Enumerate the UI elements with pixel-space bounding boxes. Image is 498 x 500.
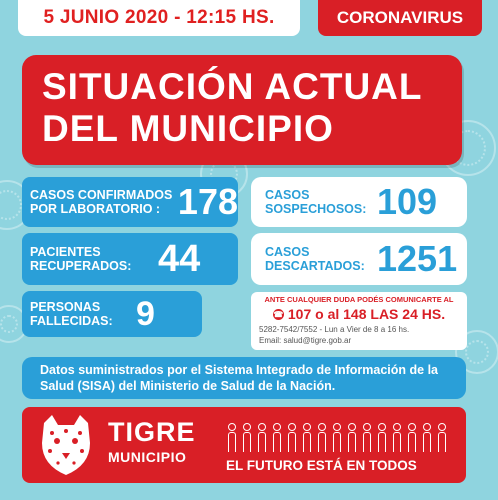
person-icon	[435, 423, 447, 453]
stat-descartados-label: CASOS DESCARTADOS:	[265, 245, 377, 274]
topic-text: CORONAVIRUS	[336, 8, 464, 27]
title-line-2: DEL MUNICIPIO	[42, 108, 334, 149]
contact-email: Email: salud@tigre.gob.ar	[259, 336, 352, 345]
person-icon	[225, 423, 237, 453]
tiger-logo-icon	[36, 413, 96, 477]
stat-sospechosos-label-text: CASOS SOSPECHOSOS:	[265, 187, 367, 216]
stat-fallecidas: PERSONAS FALLECIDAS: 9	[22, 291, 202, 337]
person-icon	[240, 423, 252, 453]
phone-icon: ☎	[272, 308, 284, 320]
person-icon	[360, 423, 372, 453]
stat-sospechosos-label: CASOS SOSPECHOSOS:	[265, 188, 377, 217]
people-icons	[225, 417, 455, 453]
stat-recuperados-label: PACIENTES RECUPERADOS:	[30, 245, 158, 274]
person-icon	[390, 423, 402, 453]
person-icon	[285, 423, 297, 453]
stat-fallecidas-label: PERSONAS FALLECIDAS:	[30, 300, 136, 329]
person-icon	[270, 423, 282, 453]
stat-recuperados: PACIENTES RECUPERADOS: 44	[22, 233, 238, 285]
person-icon	[375, 423, 387, 453]
tagline-emphasis: TODOS	[369, 458, 417, 473]
person-icon	[420, 423, 432, 453]
contact-intro: ANTE CUALQUIER DUDA PODÉS COMUNICARTE AL	[264, 295, 454, 304]
person-icon	[255, 423, 267, 453]
stat-confirmados-label-text: CASOS CONFIRMADOS POR LABORATORIO :	[30, 187, 173, 216]
footer-banner: TIGRE MUNICIPIO EL FUTURO ESTÁ EN TODOS	[22, 407, 466, 483]
date-banner: 5 JUNIO 2020 - 12:15 HS.	[18, 0, 300, 36]
stat-descartados: CASOS DESCARTADOS: 1251	[251, 233, 467, 285]
person-icon	[300, 423, 312, 453]
contact-info: ANTE CUALQUIER DUDA PODÉS COMUNICARTE AL…	[251, 292, 467, 350]
stat-fallecidas-value: 9	[136, 295, 155, 333]
stat-confirmados: CASOS CONFIRMADOS POR LABORATORIO : 178	[22, 177, 238, 227]
stat-confirmados-value: 178	[177, 181, 238, 222]
person-icon	[345, 423, 357, 453]
stat-recuperados-value: 44	[158, 238, 201, 280]
person-icon	[330, 423, 342, 453]
brand-name: TIGRE	[108, 417, 196, 447]
contact-phones: ☎ 107 o al 148 LAS 24 HS.	[259, 306, 459, 322]
person-icon	[405, 423, 417, 453]
person-icon	[315, 423, 327, 453]
date-text: 5 JUNIO 2020 - 12:15 HS.	[43, 7, 275, 28]
stat-recuperados-label-text: PACIENTES RECUPERADOS:	[30, 244, 132, 273]
data-source-note: Datos suministrados por el Sistema Integ…	[22, 357, 466, 399]
brand-subtitle: MUNICIPIO	[108, 449, 187, 465]
topic-banner: CORONAVIRUS	[318, 0, 482, 36]
contact-phones-text: 107 o al 148 LAS 24 HS.	[287, 306, 446, 322]
stat-sospechosos: CASOS SOSPECHOSOS: 109	[251, 177, 467, 227]
data-source-text: Datos suministrados por el Sistema Integ…	[40, 363, 439, 394]
tagline: EL FUTURO ESTÁ EN TODOS	[226, 458, 417, 473]
contact-alt-phone: 5282-7542/7552 - Lun a Vier de 8 a 16 hs…	[259, 325, 410, 334]
title-box: SITUACIÓN ACTUAL DEL MUNICIPIO	[22, 55, 462, 165]
stat-fallecidas-label-text: PERSONAS FALLECIDAS:	[30, 299, 113, 328]
stat-descartados-value: 1251	[377, 238, 458, 279]
title-line-1: SITUACIÓN ACTUAL	[42, 66, 423, 107]
stat-sospechosos-value: 109	[377, 181, 438, 222]
tagline-prefix: EL FUTURO ESTÁ EN	[226, 458, 370, 473]
stat-descartados-label-text: CASOS DESCARTADOS:	[265, 244, 365, 273]
stat-confirmados-label: CASOS CONFIRMADOS POR LABORATORIO :	[30, 188, 178, 217]
